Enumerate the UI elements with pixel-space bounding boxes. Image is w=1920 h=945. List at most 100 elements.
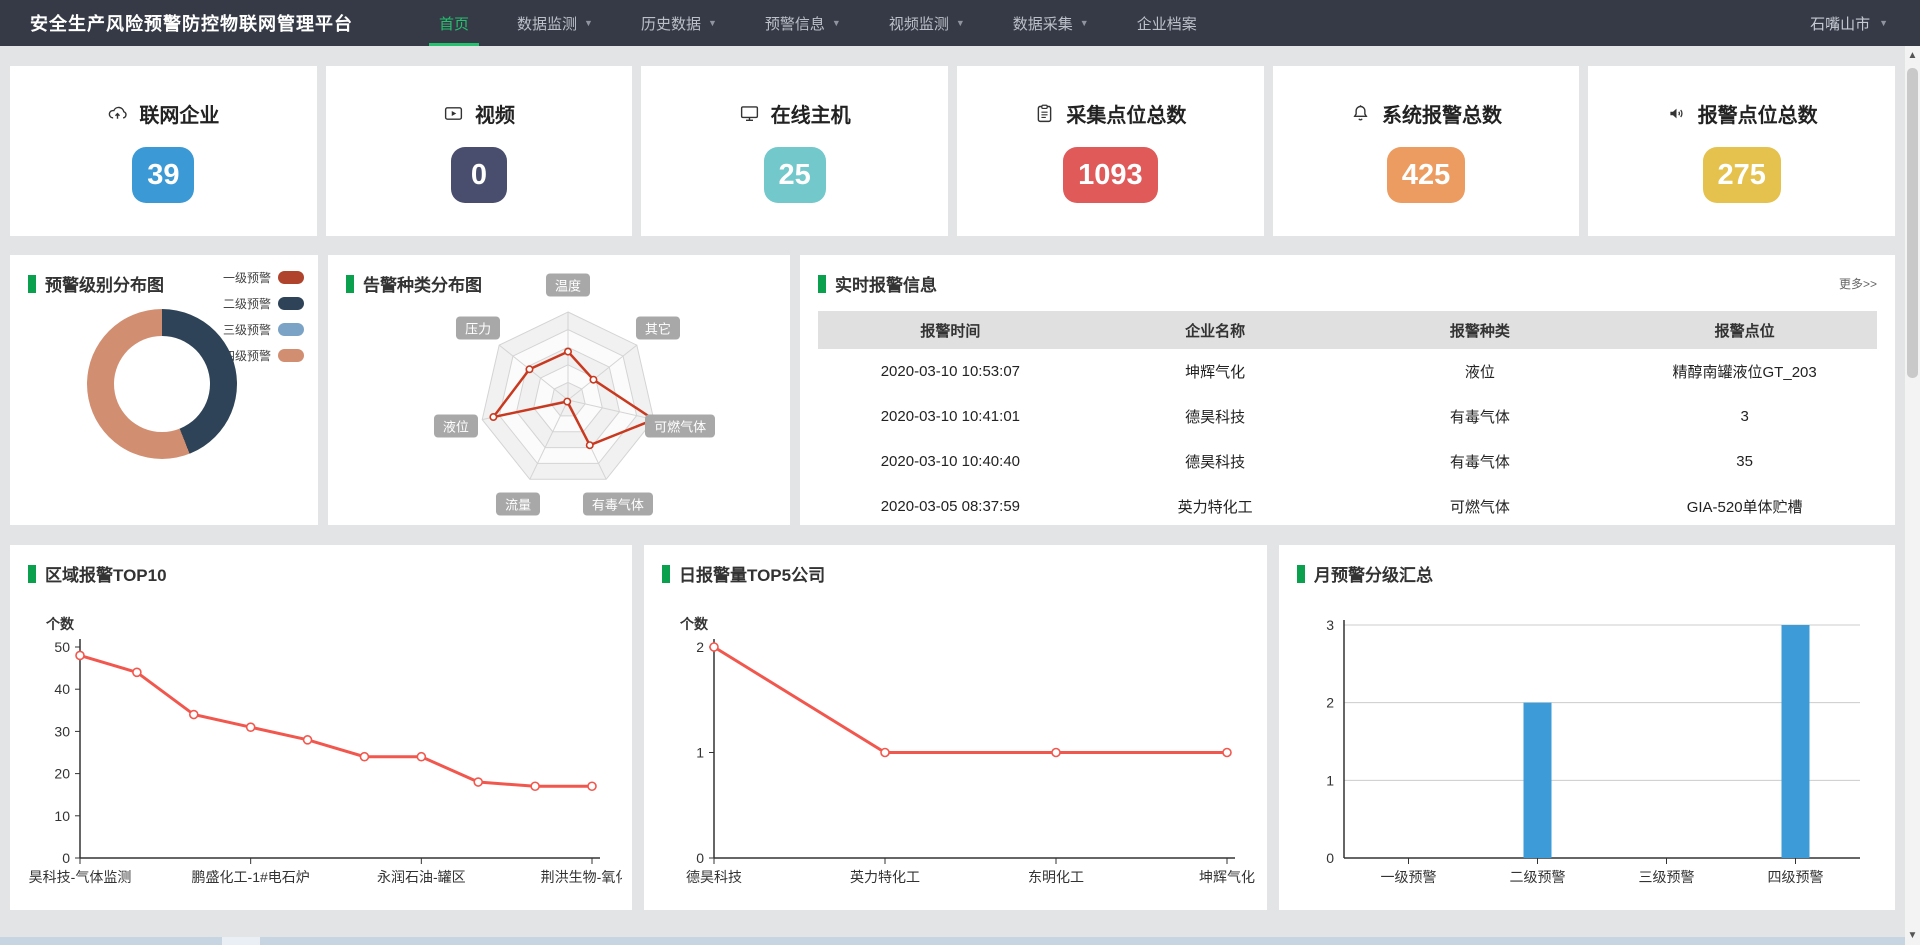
column-header: 企业名称 [1082,311,1348,349]
svg-text:个数: 个数 [45,616,75,632]
alarm-type-radar-chart: 温度 其它 可燃气体 有毒气体 流量 液位 压力 [328,255,790,525]
radar-axis-label-流量: 流量 [496,492,541,516]
svg-text:50: 50 [54,639,70,655]
radar-axis-label-液位: 液位 [433,414,478,438]
nav-item-企业档案[interactable]: 企业档案 [1113,0,1221,46]
panel-title: 预警级别分布图 [45,276,164,295]
panel-title: 实时报警信息 [835,276,937,295]
legend-item-一级预警[interactable]: 一级预警 [223,269,304,286]
nav-item-历史数据[interactable]: 历史数据 ▼ [617,0,741,46]
daily-top5-line-chart: 个数 0 1 2 德昊科技 英力特化工 东明化工 坤辉气化 [654,595,1257,902]
vertical-scrollbar[interactable]: ▲ ▼ [1905,46,1920,945]
stat-card-value-badge: 275 [1702,147,1781,203]
green-marker [346,274,354,293]
radar-axis-label-温度: 温度 [545,273,591,297]
chevron-down-icon: ▼ [1879,18,1888,28]
chevron-down-icon: ▼ [584,18,593,28]
speaker-icon [1670,108,1683,119]
nav-menu: 首页 数据监测 ▼ 历史数据 ▼ 预警信息 ▼ 视频监测 ▼ 数据采集 ▼ 企业档案 [415,0,1221,46]
chevron-down-icon: ▼ [1079,18,1089,28]
chart-canvas: 0 1 2 3 一级预警 二级预警 三级预警 四级预警 [1326,617,1860,885]
legend-item-二级预警[interactable]: 二级预警 [223,295,304,312]
top-navbar: 安全生产风险预警防控物联网管理平台 首页 数据监测 ▼ 历史数据 ▼ 预警信息 ▼ 视频监测 ▼… [0,0,1920,46]
table-cell: 2020-03-05 08:37:59 [880,498,1021,515]
vertical-scroll-thumb[interactable] [1907,68,1918,378]
legend-label: 四级预警 [222,349,271,363]
nav-item-label: 首页 [439,15,470,33]
table-cell: 可燃气体 [1449,499,1510,516]
panel-head: 日报警量TOP5公司 [662,561,1249,586]
legend-label: 二级预警 [222,297,271,311]
green-marker [1297,564,1305,583]
table-cell: 有毒气体 [1449,454,1510,471]
svg-text:个数: 个数 [679,616,709,632]
stat-card-value-badge: 425 [1386,147,1466,203]
svg-text:永润石油-罐区: 永润石油-罐区 [377,869,466,885]
svg-text:2: 2 [1326,695,1334,711]
table-cell: 英力特化工 [1177,499,1253,516]
scroll-down-icon[interactable]: ▼ [1907,930,1918,941]
legend-swatch [278,349,304,362]
panel-head: 告警种类分布图 [346,271,772,296]
stat-card-视频: 视频 0 [325,66,633,236]
radar-axis-label-其它: 其它 [635,316,680,340]
nav-item-预警信息[interactable]: 预警信息 ▼ [741,0,865,46]
nav-item-首页[interactable]: 首页 [415,0,493,46]
table-cell: 德昊科技 [1185,409,1246,426]
legend-swatch [278,271,304,284]
column-header: 报警种类 [1347,311,1613,349]
stat-card-label: 采集点位总数 [1066,105,1187,127]
svg-text:荆洪生物-氧化反: 荆洪生物-氧化反 [541,869,622,885]
stat-cards-row: 联网企业 39 视频 0 在线主机 25 采集点位总数 1093 系统报警总数 425 报警点位总数… [10,66,1896,236]
svg-text:0: 0 [62,850,70,866]
panel-monthly-levels: 月预警分级汇总 0 1 2 3 一级预警 二级预警 三级预警 四级预警 [1279,545,1895,910]
region-selector[interactable]: 石嘴山市 ▼ [1810,13,1888,34]
monitor-icon [740,106,758,122]
chevron-down-icon: ▼ [831,18,841,28]
horizontal-scroll-thumb[interactable] [222,937,260,945]
panel-head: 预警级别分布图 [28,271,300,296]
svg-text:二级预警: 二级预警 [1510,869,1566,885]
app-title: 安全生产风险预警防控物联网管理平台 [30,14,353,34]
cloud-upload-icon [109,106,127,119]
legend-label: 一级预警 [222,271,271,285]
stat-card-label: 视频 [475,105,515,127]
svg-text:英力特化工: 英力特化工 [850,869,920,885]
legend-item-四级预警[interactable]: 四级预警 [223,347,304,364]
column-header: 报警点位 [1612,311,1877,349]
bell-icon [1353,105,1368,121]
table-cell: 精醇南罐液位GT_203 [1672,364,1817,381]
nav-item-视频监测[interactable]: 视频监测 ▼ [865,0,989,46]
more-link[interactable]: 更多>> [1838,277,1877,291]
horizontal-scrollbar[interactable] [0,937,1905,945]
stat-card-value-badge: 39 [132,147,195,203]
legend-swatch [278,297,304,310]
green-marker [818,274,826,293]
table-cell: 有毒气体 [1449,409,1510,426]
alarm-level-donut-chart [87,309,237,459]
nav-item-label: 视频监测 [888,15,949,33]
legend-item-三级预警[interactable]: 三级预警 [223,321,304,338]
nav-item-数据监测[interactable]: 数据监测 ▼ [493,0,617,46]
charts-row-bottom: 区域报警TOP10 个数 0 10 20 30 40 50 昊科技-气体监测 鹏盛化工-1#电石… [10,545,1895,910]
svg-text:东明化工: 东明化工 [1028,869,1084,885]
nav-item-数据采集[interactable]: 数据采集 ▼ [989,0,1113,46]
green-marker [662,564,670,583]
scroll-up-icon[interactable]: ▲ [1907,50,1918,61]
green-marker [28,564,36,583]
stat-card-在线主机: 在线主机 25 [641,66,949,236]
stat-card-label: 联网企业 [139,105,220,127]
svg-text:40: 40 [54,681,70,697]
chart-canvas: 个数 0 1 2 德昊科技 英力特化工 东明化工 坤辉气化 [679,616,1255,885]
clipboard-icon [1038,104,1052,123]
chevron-down-icon: ▼ [707,18,717,28]
table-cell: 2020-03-10 10:40:40 [880,453,1021,470]
stat-card-head: 系统报警总数 [1350,99,1502,128]
table-row: 2020-03-10 10:41:01 德昊科技 有毒气体 3 [818,394,1877,439]
stat-card-head: 视频 [443,99,515,128]
nav-item-label: 企业档案 [1136,15,1197,33]
monthly-levels-bar-chart: 0 1 2 3 一级预警 二级预警 三级预警 四级预警 [1289,595,1885,902]
stat-card-value-badge: 1093 [1063,147,1158,203]
stat-card-label: 在线主机 [770,105,851,127]
svg-text:20: 20 [54,766,70,782]
